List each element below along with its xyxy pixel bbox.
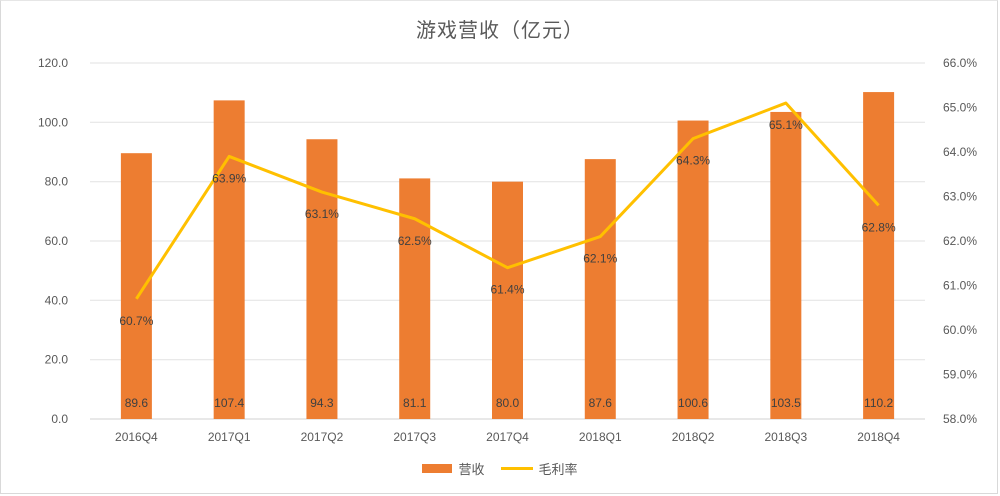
line-value-label: 62.1% [583,252,617,266]
line-value-label: 62.5% [398,234,432,248]
left-axis-tick-label: 20.0 [45,353,69,367]
bar-2018Q2[interactable] [677,120,709,419]
right-axis-tick-label: 61.0% [943,279,977,293]
x-axis-tick-label: 2018Q4 [857,430,900,444]
left-axis-tick-label: 100.0 [38,115,68,129]
right-axis-tick-label: 64.0% [943,145,977,159]
bar-value-label: 110.2 [864,396,893,410]
left-axis-tick-label: 120.0 [38,56,68,70]
x-axis-tick-label: 2017Q4 [486,430,529,444]
right-axis-tick-label: 62.0% [943,234,977,248]
line-value-label: 63.9% [212,171,246,185]
revenue-bars [120,92,895,420]
line-value-label: 64.3% [676,154,710,168]
bar-value-label: 87.6 [589,396,613,410]
bar-2018Q3[interactable] [770,111,802,419]
bar-2018Q4[interactable] [863,92,895,419]
legend-item-revenue[interactable]: 营收 [422,459,485,478]
legend-label-gross-margin: 毛利率 [538,463,578,478]
left-axis-tick-label: 60.0 [45,234,69,248]
right-axis-ticks: 58.0% 59.0% 60.0% 61.0% 62.0% 63.0% 64.0% 65.0%… [943,56,977,426]
revenue-bar-labels: 89.6 107.4 94.3 81.1 80.0 87.6 100.6 103.5 110.2 [125,396,894,410]
right-axis-tick-label: 66.0% [943,56,977,70]
line-value-label: 63.1% [305,207,339,221]
right-axis-tick-label: 65.0% [943,101,977,115]
x-axis-tick-label: 2018Q1 [579,430,622,444]
legend: 营收 毛利率 [0,459,1000,478]
x-axis-tick-label: 2017Q1 [208,430,251,444]
left-axis-ticks: 0.0 20.0 40.0 60.0 80.0 100.0 120.0 [38,56,68,426]
line-value-label: 60.7% [119,314,153,328]
right-axis-tick-label: 63.0% [943,190,977,204]
bar-2017Q2[interactable] [306,139,338,419]
legend-label-revenue: 营收 [458,463,485,478]
x-axis-ticks: 2016Q4 2017Q1 2017Q2 2017Q3 2017Q4 2018Q1 2018… [115,430,900,444]
right-axis-tick-label: 59.0% [943,368,977,382]
x-axis-tick-label: 2017Q2 [301,430,344,444]
gross-margin-labels: 60.7% 63.9% 63.1% 62.5% 61.4% 62.1% 64.3% 65.1%… [119,118,896,328]
x-axis-tick-label: 2018Q3 [764,430,807,444]
bar-2017Q4[interactable] [492,181,523,419]
x-axis-tick-label: 2016Q4 [115,430,158,444]
legend-item-gross-margin[interactable]: 毛利率 [500,459,578,478]
bar-value-label: 100.6 [678,396,708,410]
line-path[interactable] [135,101,880,300]
bar-value-label: 103.5 [771,396,801,410]
bar-value-label: 81.1 [403,396,427,410]
bar-value-label: 80.0 [496,396,520,410]
bar-value-label: 107.4 [214,396,244,410]
right-axis-tick-label: 60.0% [943,323,977,337]
left-axis-tick-label: 40.0 [45,293,69,307]
bar-2018Q1[interactable] [584,159,616,419]
line-value-label: 61.4% [490,283,524,297]
left-axis-tick-label: 80.0 [45,175,69,189]
x-axis-tick-label: 2018Q2 [672,430,715,444]
bar-swatch-icon [422,464,453,473]
x-axis-tick-label: 2017Q3 [393,430,436,444]
bar-value-label: 94.3 [310,396,334,410]
line-value-label: 62.8% [862,220,896,234]
line-swatch-icon [500,467,533,470]
bar-value-label: 89.6 [125,396,149,410]
bar-2016Q4[interactable] [120,153,152,420]
right-axis-tick-label: 58.0% [943,412,977,426]
line-value-label: 65.1% [769,118,803,132]
chart-title: 游戏营收（亿元） [416,18,584,42]
bar-2017Q1[interactable] [213,100,245,419]
left-axis-tick-label: 0.0 [51,412,68,426]
gross-margin-line [135,101,880,300]
